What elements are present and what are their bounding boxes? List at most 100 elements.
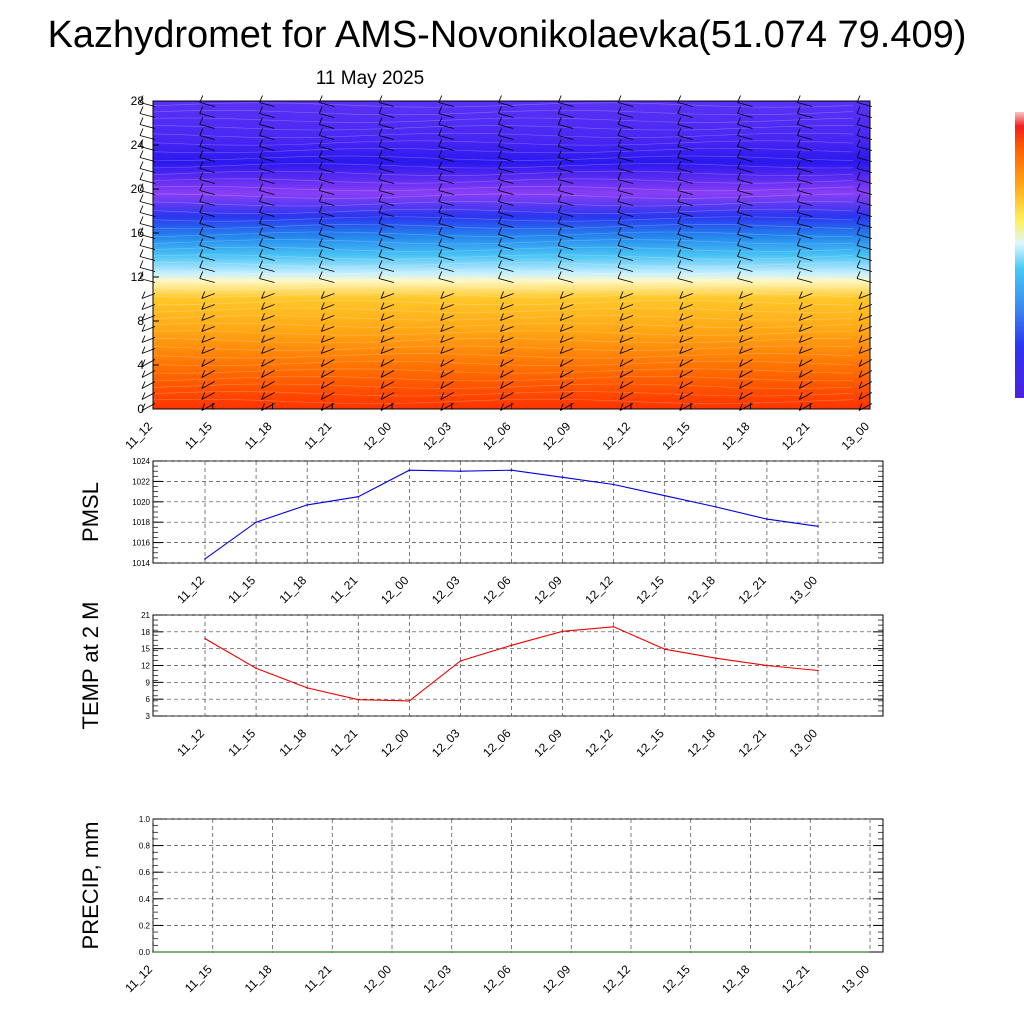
- wind-barb: [438, 146, 454, 151]
- wind-barb: [201, 348, 215, 354]
- wind-barb: [259, 212, 275, 217]
- wind-barb-feather: [856, 128, 861, 136]
- data-point: [306, 687, 309, 689]
- wind-barb: [259, 267, 275, 272]
- wind-barb: [259, 278, 275, 283]
- wind-barb-feather: [677, 183, 682, 191]
- wind-barb: [380, 370, 395, 378]
- contour-line: [152, 307, 854, 313]
- wind-barb: [679, 370, 693, 378]
- wind-barb-feather: [739, 302, 743, 310]
- wind-barb: [498, 157, 514, 162]
- wind-barb: [677, 168, 693, 173]
- wind-barb: [558, 278, 574, 283]
- wind-barb: [619, 348, 634, 354]
- wind-barb: [617, 256, 634, 261]
- wind-barb: [438, 223, 454, 228]
- wind-barb-feather: [141, 381, 146, 389]
- wind-barb-feather: [378, 260, 383, 268]
- colorbar: [1015, 112, 1024, 398]
- wind-barb: [259, 245, 275, 250]
- data-point: [749, 951, 752, 953]
- wind-barb: [378, 124, 395, 129]
- wind-barb: [799, 293, 813, 299]
- wind-barb: [440, 370, 454, 378]
- wind-barb: [739, 337, 753, 343]
- wind-barb-feather: [201, 392, 206, 400]
- x-tick-label: 11_18: [276, 726, 309, 759]
- wind-barb: [378, 201, 395, 206]
- wind-barb: [319, 146, 335, 151]
- wind-barb-feather: [259, 194, 263, 202]
- data-point: [809, 951, 812, 953]
- y-tick-label: 1014: [132, 559, 150, 568]
- data-point: [408, 700, 411, 702]
- data-point: [510, 469, 513, 472]
- wind-barb-feather: [141, 392, 146, 400]
- x-tick-label: 12_00: [361, 419, 395, 453]
- wind-barb: [440, 359, 454, 367]
- panel-frame: [152, 818, 884, 953]
- wind-barb-feather: [438, 216, 443, 224]
- x-tick-label: 12_21: [779, 419, 813, 453]
- y-tick-label: 16: [131, 226, 145, 240]
- wind-barb-feather: [320, 381, 325, 389]
- contour-line: [152, 398, 854, 404]
- wind-barb: [797, 223, 813, 228]
- wind-barb-feather: [557, 150, 562, 158]
- wind-barb: [500, 315, 514, 321]
- wind-barb: [261, 392, 275, 400]
- wind-barb: [739, 326, 753, 332]
- wind-barb: [498, 278, 514, 283]
- wind-barb: [259, 234, 275, 239]
- wind-barb-feather: [199, 117, 204, 125]
- y-tick-label: 21: [141, 611, 150, 620]
- wind-barb: [560, 392, 574, 400]
- wind-barb-feather: [199, 183, 204, 191]
- wind-barb-feather: [201, 335, 206, 343]
- wind-barb-feather: [500, 370, 504, 378]
- x-tick-label: 12_15: [633, 573, 667, 607]
- x-tick-label: 12_18: [719, 419, 753, 453]
- wind-barb-feather: [498, 194, 502, 202]
- wind-barb: [319, 223, 335, 228]
- wind-barb: [617, 157, 634, 162]
- wind-barb-feather: [737, 205, 741, 213]
- y-tick-label: 6: [146, 695, 151, 704]
- contour-line: [152, 132, 854, 138]
- wind-barb: [737, 256, 753, 261]
- wind-barb-feather: [500, 392, 504, 400]
- wind-barb: [619, 337, 634, 343]
- wind-barb-feather: [856, 216, 861, 224]
- wind-barb-feather: [796, 216, 801, 224]
- wind-barb-feather: [201, 302, 206, 310]
- wind-barb-feather: [320, 346, 325, 354]
- wind-barb-feather: [557, 205, 562, 213]
- wind-barb: [438, 278, 454, 283]
- wind-barb-feather: [261, 324, 265, 332]
- wind-barb-feather: [259, 139, 263, 147]
- wind-barb: [560, 293, 574, 299]
- wind-barb: [438, 267, 454, 272]
- wind-barb: [199, 234, 215, 239]
- wind-barb-feather: [498, 271, 502, 279]
- wind-barb: [319, 157, 335, 162]
- wind-barb-feather: [318, 238, 323, 246]
- wind-barb: [199, 201, 215, 206]
- wind-barb-feather: [261, 370, 265, 378]
- wind-barb-feather: [500, 291, 504, 299]
- x-tick-label: 11_12: [122, 962, 155, 995]
- wind-barb-feather: [498, 172, 502, 180]
- data-point: [510, 644, 513, 647]
- wind-barb: [259, 157, 275, 162]
- wind-barb-feather: [318, 183, 323, 191]
- wind-barb-feather: [378, 139, 383, 147]
- x-tick-label: 12_15: [659, 962, 693, 996]
- wind-barb: [201, 392, 215, 400]
- data-point: [459, 660, 462, 662]
- wind-barb: [799, 337, 813, 343]
- wind-barb: [739, 304, 753, 310]
- wind-barb-feather: [856, 260, 861, 268]
- wind-barb-feather: [737, 194, 741, 202]
- wind-barb: [737, 267, 753, 272]
